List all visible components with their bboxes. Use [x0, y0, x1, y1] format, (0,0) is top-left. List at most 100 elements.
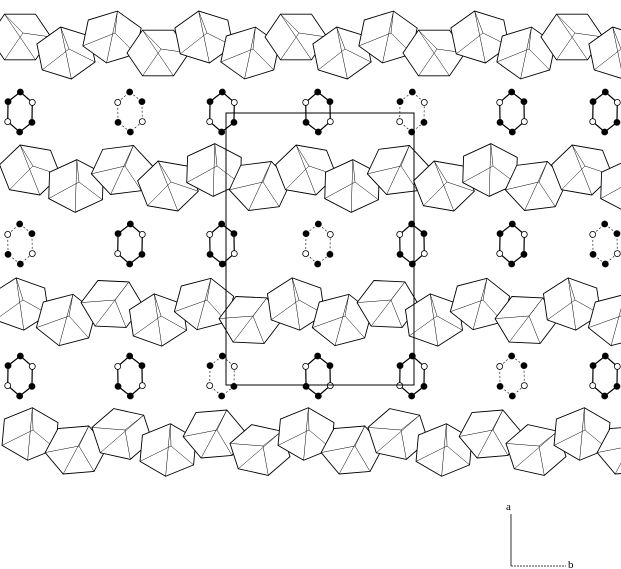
atom [5, 363, 11, 369]
molecule-bond [210, 356, 235, 396]
atom [303, 99, 309, 105]
atom [315, 89, 321, 95]
atom [207, 383, 213, 389]
atom [497, 231, 503, 237]
atom [497, 363, 503, 369]
atom [5, 231, 11, 237]
atom [397, 383, 403, 389]
atom [139, 363, 145, 369]
atom [590, 99, 596, 105]
atom [509, 221, 515, 227]
molecule-bond [8, 92, 33, 132]
molecule-bond [306, 92, 331, 132]
atom [17, 393, 23, 399]
axis-label-b: b [568, 559, 574, 569]
atom [497, 251, 503, 257]
atom [421, 383, 427, 389]
page: {"axes": {"a": "a", "b": "b"}} a b (() =… [0, 0, 621, 569]
atom [497, 119, 503, 125]
atom [521, 99, 527, 105]
molecule-bond [500, 92, 525, 132]
atom [207, 119, 213, 125]
atom [207, 231, 213, 237]
atom [115, 363, 121, 369]
atom [397, 119, 403, 125]
atom [614, 363, 620, 369]
atom [17, 89, 23, 95]
molecule-bond [118, 356, 143, 396]
atom [231, 99, 237, 105]
atom [327, 363, 333, 369]
atom [139, 251, 145, 257]
atom [303, 119, 309, 125]
atom [521, 383, 527, 389]
atom [614, 99, 620, 105]
atom [231, 231, 237, 237]
molecule-bond [306, 224, 331, 264]
atom [327, 99, 333, 105]
atom [409, 393, 415, 399]
atom [315, 261, 321, 267]
atom [421, 99, 427, 105]
atom [127, 393, 133, 399]
atom [303, 383, 309, 389]
atom [521, 119, 527, 125]
atom [509, 261, 515, 267]
atom [421, 251, 427, 257]
atom [397, 99, 403, 105]
atom [590, 251, 596, 257]
molecule-bond [593, 356, 618, 396]
atom [303, 251, 309, 257]
atom [17, 129, 23, 135]
molecule-bond [118, 92, 143, 132]
atom [231, 119, 237, 125]
atom [115, 383, 121, 389]
molecule-bond [593, 224, 618, 264]
atom [139, 119, 145, 125]
atom [207, 363, 213, 369]
molecule-bond [400, 356, 425, 396]
atom [17, 261, 23, 267]
atom [29, 251, 35, 257]
atom [397, 251, 403, 257]
atom [17, 221, 23, 227]
atom [590, 119, 596, 125]
molecule-bond [400, 224, 425, 264]
atom [231, 383, 237, 389]
atom [207, 99, 213, 105]
atom [5, 251, 11, 257]
atom [207, 251, 213, 257]
atom [614, 119, 620, 125]
molecule-bond [118, 224, 143, 264]
atom [602, 261, 608, 267]
atom [397, 231, 403, 237]
atom [327, 231, 333, 237]
molecule-bond [500, 224, 525, 264]
crystal-structure-figure: a b [0, 0, 621, 569]
atom [139, 383, 145, 389]
atom [5, 383, 11, 389]
atom [127, 353, 133, 359]
atom [231, 251, 237, 257]
molecule-bond [593, 92, 618, 132]
atom [127, 261, 133, 267]
atom [509, 129, 515, 135]
atom [315, 129, 321, 135]
atom [139, 99, 145, 105]
molecule-bond [500, 356, 525, 396]
atom [614, 251, 620, 257]
atom [602, 89, 608, 95]
atom [521, 251, 527, 257]
atom [219, 89, 225, 95]
molecule-bond [210, 224, 235, 264]
atom [602, 393, 608, 399]
atom [327, 251, 333, 257]
atom [397, 363, 403, 369]
atom [590, 383, 596, 389]
atom [29, 383, 35, 389]
atom [303, 363, 309, 369]
atom [219, 221, 225, 227]
atom [139, 231, 145, 237]
atom [421, 363, 427, 369]
atom [231, 363, 237, 369]
